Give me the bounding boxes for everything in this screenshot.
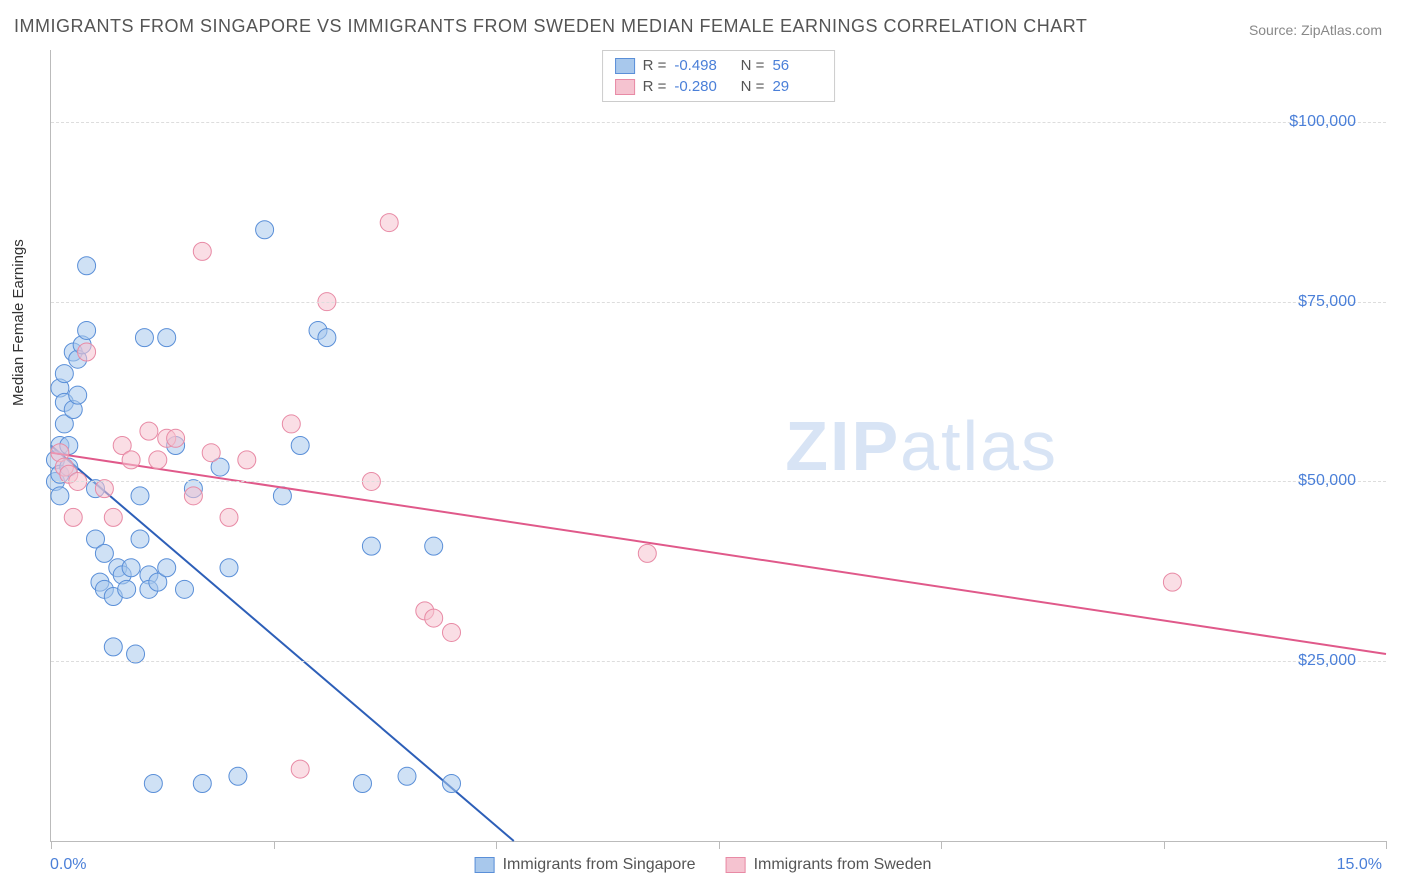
- trend-line: [51, 453, 1386, 654]
- data-point: [78, 257, 96, 275]
- data-point: [202, 444, 220, 462]
- data-point: [256, 221, 274, 239]
- data-point: [158, 329, 176, 347]
- data-point: [78, 343, 96, 361]
- gridline: [51, 302, 1386, 303]
- data-point: [144, 774, 162, 792]
- legend-swatch: [475, 857, 495, 873]
- legend-series-item: Immigrants from Sweden: [726, 856, 932, 874]
- stat-n-value: 29: [772, 78, 822, 95]
- x-tick: [496, 841, 497, 849]
- data-point: [135, 329, 153, 347]
- x-tick: [719, 841, 720, 849]
- gridline: [51, 122, 1386, 123]
- legend-stats-row: R = -0.280 N = 29: [615, 76, 823, 97]
- stat-n-label: N =: [732, 78, 764, 95]
- gridline: [51, 481, 1386, 482]
- data-point: [193, 242, 211, 260]
- data-point: [140, 422, 158, 440]
- data-point: [193, 774, 211, 792]
- data-point: [238, 451, 256, 469]
- stat-r-label: R =: [643, 78, 667, 95]
- stat-r-label: R =: [643, 57, 667, 74]
- legend-stats-row: R = -0.498 N = 56: [615, 55, 823, 76]
- data-point: [64, 508, 82, 526]
- data-point: [176, 580, 194, 598]
- data-point: [443, 774, 461, 792]
- data-point: [282, 415, 300, 433]
- x-tick-label: 15.0%: [1337, 856, 1382, 874]
- data-point: [104, 508, 122, 526]
- y-axis-label: Median Female Earnings: [10, 239, 27, 406]
- data-point: [78, 321, 96, 339]
- y-tick-label: $100,000: [1289, 113, 1356, 131]
- data-point: [425, 537, 443, 555]
- data-point: [362, 537, 380, 555]
- stat-r-value: -0.280: [674, 78, 724, 95]
- data-point: [167, 429, 185, 447]
- x-tick: [1164, 841, 1165, 849]
- y-tick-label: $50,000: [1298, 472, 1356, 490]
- stat-r-value: -0.498: [674, 57, 724, 74]
- legend-stats: R = -0.498 N = 56R = -0.280 N = 29: [602, 50, 836, 102]
- data-point: [638, 544, 656, 562]
- x-tick: [274, 841, 275, 849]
- legend-swatch: [615, 79, 635, 95]
- data-point: [318, 329, 336, 347]
- x-tick: [51, 841, 52, 849]
- y-tick-label: $25,000: [1298, 652, 1356, 670]
- plot-svg: [51, 50, 1386, 841]
- data-point: [69, 386, 87, 404]
- data-point: [149, 451, 167, 469]
- gridline: [51, 661, 1386, 662]
- chart-area: ZIPatlas R = -0.498 N = 56R = -0.280 N =…: [50, 50, 1386, 842]
- legend-series-label: Immigrants from Singapore: [503, 856, 696, 874]
- data-point: [425, 609, 443, 627]
- data-point: [220, 508, 238, 526]
- stat-n-label: N =: [732, 57, 764, 74]
- legend-series-item: Immigrants from Singapore: [475, 856, 696, 874]
- data-point: [1163, 573, 1181, 591]
- data-point: [118, 580, 136, 598]
- data-point: [380, 214, 398, 232]
- data-point: [131, 487, 149, 505]
- data-point: [104, 638, 122, 656]
- legend-series-label: Immigrants from Sweden: [754, 856, 932, 874]
- legend-swatch: [726, 857, 746, 873]
- source-label: Source: ZipAtlas.com: [1249, 22, 1382, 38]
- data-point: [95, 544, 113, 562]
- stat-n-value: 56: [772, 57, 822, 74]
- data-point: [354, 774, 372, 792]
- data-point: [398, 767, 416, 785]
- x-tick-label: 0.0%: [50, 856, 86, 874]
- data-point: [443, 623, 461, 641]
- legend-series: Immigrants from Singapore Immigrants from…: [475, 856, 932, 874]
- x-tick: [941, 841, 942, 849]
- data-point: [122, 451, 140, 469]
- data-point: [51, 487, 69, 505]
- data-point: [229, 767, 247, 785]
- data-point: [184, 487, 202, 505]
- chart-title: IMMIGRANTS FROM SINGAPORE VS IMMIGRANTS …: [14, 16, 1087, 37]
- data-point: [55, 365, 73, 383]
- data-point: [291, 437, 309, 455]
- data-point: [131, 530, 149, 548]
- y-tick-label: $75,000: [1298, 293, 1356, 311]
- data-point: [158, 559, 176, 577]
- data-point: [122, 559, 140, 577]
- legend-swatch: [615, 58, 635, 74]
- data-point: [220, 559, 238, 577]
- data-point: [291, 760, 309, 778]
- x-tick: [1386, 841, 1387, 849]
